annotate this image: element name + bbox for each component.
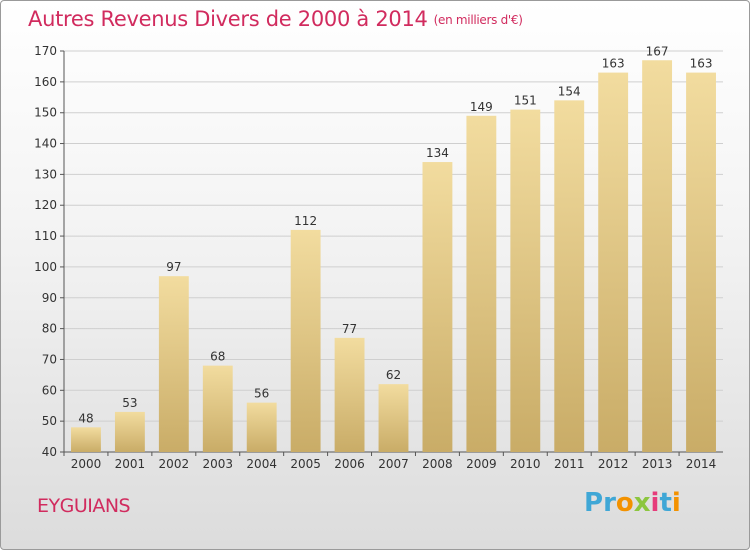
- bar: [378, 384, 409, 452]
- x-tick-label: 2005: [290, 457, 321, 471]
- commune-name: EYGUIANS: [37, 495, 131, 517]
- y-tick-label: 100: [34, 260, 57, 274]
- x-tick-label: 2010: [510, 457, 541, 471]
- logo-letter: i: [650, 488, 660, 518]
- x-tick-label: 2007: [378, 457, 409, 471]
- bar: [71, 427, 101, 452]
- logo-letter: t: [659, 488, 672, 518]
- x-tick-label: 2014: [686, 457, 717, 471]
- x-tick-label: 2003: [202, 457, 233, 471]
- x-tick-label: 2008: [422, 457, 453, 471]
- y-tick-label: 90: [42, 291, 57, 305]
- bar-value-label: 167: [646, 44, 669, 58]
- y-tick-label: 50: [42, 414, 57, 428]
- bar-value-label: 163: [690, 57, 713, 71]
- bar: [114, 411, 145, 452]
- bar-value-label: 151: [514, 94, 537, 108]
- y-tick-label: 140: [34, 137, 57, 151]
- bar-value-label: 56: [254, 387, 269, 401]
- proxiti-logo: Proxiti: [584, 488, 681, 518]
- x-tick-label: 2000: [71, 457, 102, 471]
- bar: [554, 100, 585, 452]
- y-tick-label: 80: [42, 322, 57, 336]
- bar-value-label: 154: [558, 84, 581, 98]
- bar: [290, 229, 321, 452]
- logo-letter: i: [671, 488, 681, 518]
- y-tick-label: 110: [34, 229, 57, 243]
- y-tick-label: 70: [42, 352, 57, 366]
- bar-value-label: 48: [78, 411, 93, 425]
- chart-title-unit: (en milliers d'€): [433, 13, 523, 27]
- bar-value-label: 68: [210, 350, 225, 364]
- bar-value-label: 134: [426, 146, 449, 160]
- bars: [71, 60, 716, 453]
- x-tick-label: 2013: [642, 457, 673, 471]
- bar-value-label: 77: [342, 322, 357, 336]
- logo-letter: x: [633, 488, 651, 518]
- bar: [202, 365, 233, 452]
- bar: [686, 72, 716, 452]
- x-tick-label: 2006: [334, 457, 365, 471]
- bar-value-label: 149: [470, 100, 493, 114]
- y-tick-label: 130: [34, 167, 57, 181]
- x-tick-label: 2009: [466, 457, 497, 471]
- bar: [422, 162, 453, 453]
- y-tick-label: 120: [34, 198, 57, 212]
- bar: [510, 109, 541, 452]
- bar: [246, 402, 277, 452]
- logo-letter: P: [584, 488, 604, 518]
- bar: [334, 337, 365, 452]
- bar-value-label: 112: [294, 214, 317, 228]
- bar: [466, 115, 497, 453]
- logo-letter: o: [615, 488, 634, 518]
- y-tick-label: 150: [34, 106, 57, 120]
- logo-letter: r: [603, 488, 616, 518]
- x-tick-label: 2012: [598, 457, 629, 471]
- bar-value-label: 53: [122, 396, 137, 410]
- x-tick-label: 2004: [246, 457, 277, 471]
- bar-value-label: 163: [602, 57, 625, 71]
- x-tick-label: 2011: [554, 457, 585, 471]
- bar: [642, 60, 673, 452]
- chart-title-text: Autres Revenus Divers de 2000 à 2014: [28, 7, 428, 31]
- x-tick-label: 2002: [159, 457, 190, 471]
- chart-title: Autres Revenus Divers de 2000 à 2014 (en …: [28, 7, 523, 31]
- bar-value-label: 62: [386, 368, 401, 382]
- bar-value-label: 97: [166, 260, 181, 274]
- y-tick-label: 160: [34, 75, 57, 89]
- bar: [158, 276, 189, 452]
- x-tick-label: 2001: [115, 457, 146, 471]
- labels: 40 50 60 70 80 90 100 110 120 130 140 150 160 170 48 20…: [34, 44, 716, 471]
- y-tick-label: 60: [42, 383, 57, 397]
- y-tick-label: 40: [42, 445, 57, 459]
- y-tick-label: 170: [34, 44, 57, 58]
- bar: [598, 72, 629, 452]
